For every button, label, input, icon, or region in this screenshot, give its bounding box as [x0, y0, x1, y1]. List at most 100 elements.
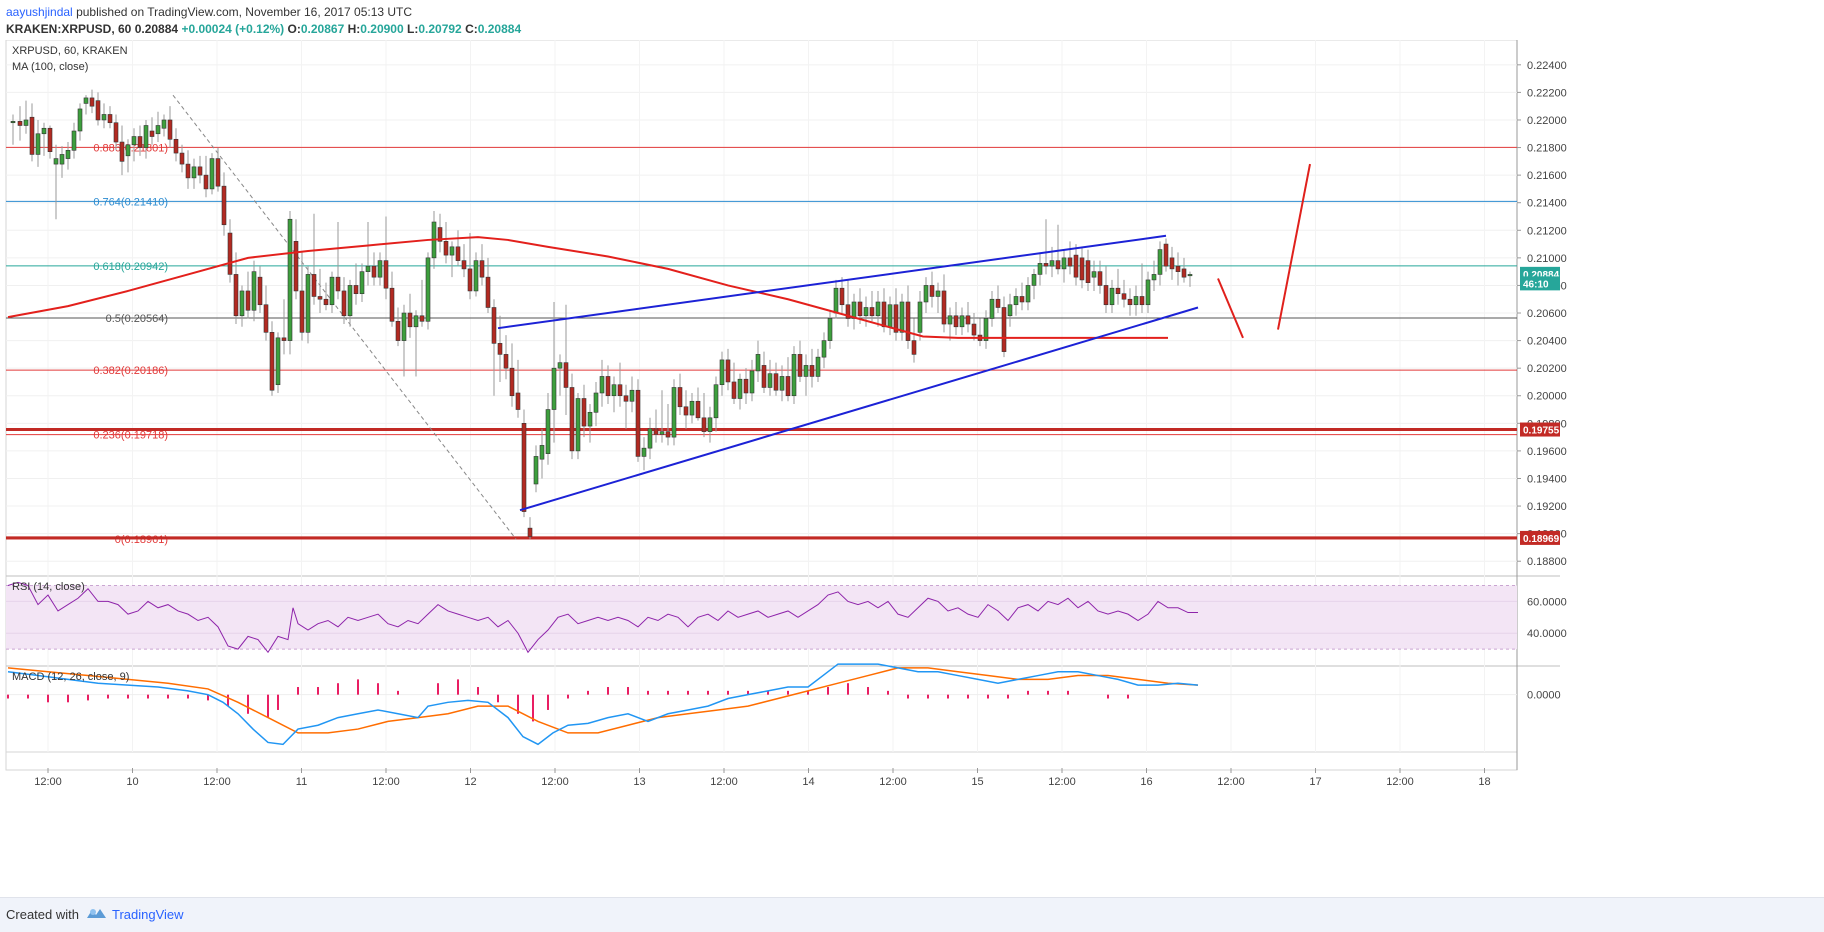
y-tick-label: 0.18800	[1527, 556, 1567, 568]
candle-body	[119, 141, 125, 162]
candle-body	[785, 376, 791, 397]
candle-body	[629, 389, 635, 402]
x-tick-label: 12:00	[34, 776, 62, 788]
candle-body	[995, 298, 1001, 308]
candle-body	[779, 376, 785, 391]
ohlc-line: KRAKEN:XRPUSD, 60 0.20884 +0.00024 (+0.1…	[6, 22, 521, 36]
y-tick-label: 0.21800	[1527, 143, 1567, 155]
candle-body	[1121, 293, 1127, 300]
forecast-line	[1217, 278, 1244, 339]
candle-body	[839, 287, 845, 306]
tradingview-brand[interactable]: TradingView	[112, 907, 184, 922]
candle-body	[563, 362, 569, 388]
price-label-box	[1520, 530, 1560, 545]
chart-svg[interactable]: 0.22400 0.22200 0.22000 0.21800 0.21600 0.214…	[0, 39, 1824, 910]
candle-body	[551, 367, 557, 410]
y-tick-label: 0.19400	[1527, 473, 1567, 485]
rsi-band	[6, 585, 1517, 650]
x-tick-label: 12:00	[1386, 776, 1414, 788]
author-link[interactable]: aayushjindal	[6, 5, 73, 19]
candle-body	[281, 337, 287, 341]
candle-body	[329, 276, 335, 306]
candle-body	[803, 365, 809, 377]
candle-body	[299, 290, 305, 333]
candle-body	[455, 246, 461, 261]
candle-body	[845, 304, 851, 319]
x-tick-label: 12:00	[203, 776, 231, 788]
published-text: published on TradingView.com, November 1…	[76, 5, 413, 19]
candle-body	[791, 354, 797, 397]
fib-level-label: 0.236(0.19718)	[93, 430, 168, 442]
candle-body	[1007, 304, 1013, 317]
candle-body	[797, 354, 803, 377]
candle-body	[1103, 285, 1109, 306]
candle-body	[215, 158, 221, 187]
candle-body	[233, 274, 239, 317]
low-label: L:	[407, 22, 419, 36]
x-tick-label: 12	[464, 776, 476, 788]
candle-body	[29, 116, 35, 155]
candle-body	[695, 400, 701, 419]
price-change: +0.00024 (+0.12%)	[181, 22, 285, 36]
candle-body	[1043, 263, 1049, 267]
candle-body	[857, 301, 863, 317]
candle-body	[371, 265, 377, 278]
y-tick-label: 0.20400	[1527, 336, 1567, 348]
candle-body	[245, 290, 251, 311]
candle-body	[1115, 287, 1121, 295]
candle-body	[77, 108, 83, 132]
fib-level-label: 0.382(0.20186)	[93, 365, 168, 377]
candle-body	[527, 527, 533, 537]
candle-body	[503, 354, 509, 369]
candle-body	[23, 119, 29, 126]
candle-body	[539, 445, 545, 460]
candle-body	[467, 268, 473, 292]
candle-body	[407, 312, 413, 328]
candle-body	[335, 276, 341, 292]
candle-body	[599, 376, 605, 394]
candle-body	[101, 114, 107, 121]
price-label: 0.18969	[1523, 534, 1560, 545]
candle-body	[269, 332, 275, 391]
rsi-title: RSI (14, close)	[12, 581, 85, 593]
candle-body	[773, 373, 779, 391]
rsi-tick-label: 40.0000	[1527, 628, 1567, 640]
candle-body	[737, 378, 743, 399]
candle-body	[755, 354, 761, 372]
x-tick-label: 11	[296, 776, 307, 788]
candle-body	[587, 411, 593, 427]
candle-body	[383, 260, 389, 289]
candle-body	[1181, 268, 1187, 278]
candle-body	[1013, 296, 1019, 306]
candle-body	[359, 271, 365, 295]
candle-body	[701, 417, 707, 432]
candle-body	[515, 392, 521, 410]
candle-body	[1175, 265, 1181, 272]
candle-body	[239, 290, 245, 317]
candle-body	[131, 136, 137, 146]
candle-body	[989, 298, 995, 319]
x-tick-label: 12:00	[879, 776, 907, 788]
candle-body	[71, 130, 77, 151]
candle-body	[743, 378, 749, 394]
chart-area[interactable]: 0.22400 0.22200 0.22000 0.21800 0.21600 0.214…	[0, 39, 1824, 910]
y-tick-label: 0.21000	[1527, 253, 1567, 265]
x-tick-label: 12:00	[1217, 776, 1245, 788]
candle-body	[287, 218, 293, 341]
candle-body	[971, 323, 977, 336]
candle-body	[869, 307, 875, 317]
candle-body	[1025, 285, 1031, 303]
last-price: 0.20884	[134, 22, 179, 36]
candle-body	[185, 163, 191, 179]
candle-body	[341, 290, 347, 317]
candle-body	[419, 315, 425, 322]
x-tick-label: 14	[802, 776, 814, 788]
x-tick-label: 15	[971, 776, 983, 788]
candle-body	[53, 158, 59, 165]
price-label: 0.19755	[1523, 426, 1560, 437]
candle-body	[227, 232, 233, 275]
candle-body	[83, 97, 89, 104]
candle-body	[323, 298, 329, 306]
candle-body	[731, 381, 737, 399]
candle-body	[137, 136, 143, 148]
